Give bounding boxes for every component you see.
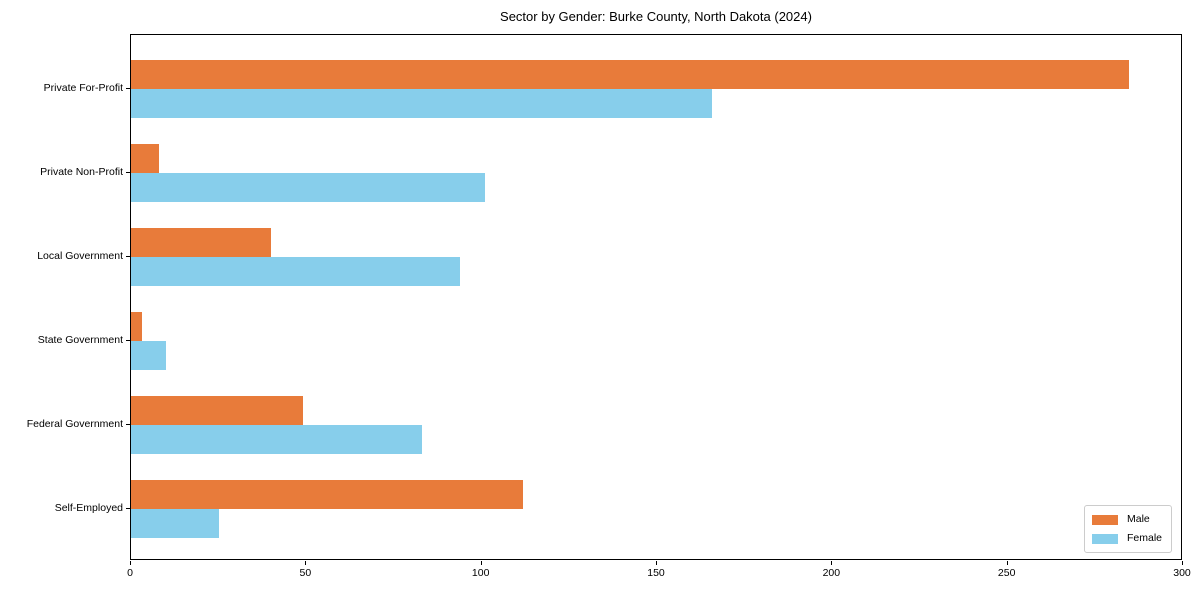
- legend-entry-male: Male: [1091, 512, 1162, 527]
- x-tick-mark: [305, 561, 307, 565]
- bar-female-5: [131, 509, 219, 538]
- bar-female-1: [131, 173, 485, 202]
- x-axis-tick-label: 250: [997, 567, 1016, 579]
- chart-title: Sector by Gender: Burke County, North Da…: [500, 9, 812, 24]
- x-axis-tick-label: 50: [299, 567, 312, 579]
- x-axis-tick-label: 300: [1173, 567, 1191, 579]
- legend-label: Female: [1126, 532, 1162, 544]
- y-tick-mark: [126, 256, 130, 257]
- legend-entry-female: Female: [1091, 531, 1162, 546]
- legend-label: Male: [1126, 513, 1150, 525]
- y-tick-mark: [126, 340, 130, 341]
- bar-male-0: [131, 60, 1129, 89]
- y-tick-mark: [126, 88, 130, 89]
- x-tick-mark: [1182, 561, 1183, 565]
- x-tick-mark: [130, 561, 131, 565]
- bar-male-3: [131, 312, 142, 341]
- y-axis-category-label: Self-Employed: [54, 502, 123, 514]
- bar-male-4: [131, 396, 303, 425]
- y-tick-mark: [126, 508, 130, 509]
- bar-female-0: [131, 89, 712, 118]
- legend: Male Female: [1083, 505, 1172, 553]
- x-tick-mark: [831, 561, 833, 565]
- bar-male-2: [131, 228, 271, 257]
- x-axis-tick-label: 0: [127, 567, 133, 579]
- y-axis-category-label: Local Government: [37, 250, 123, 262]
- bar-female-3: [131, 341, 166, 370]
- legend-swatch-male: [1091, 514, 1118, 525]
- y-tick-mark: [126, 424, 130, 425]
- x-axis-tick-label: 150: [647, 567, 665, 579]
- bar-female-4: [131, 425, 422, 454]
- y-axis-category-label: State Government: [37, 334, 123, 346]
- bar-male-1: [131, 144, 159, 173]
- plot-area: Male Female: [130, 34, 1182, 560]
- y-axis-category-label: Private Non-Profit: [40, 166, 123, 178]
- bar-male-5: [131, 480, 523, 509]
- y-axis-category-label: Federal Government: [26, 418, 123, 430]
- x-tick-mark: [656, 561, 657, 565]
- legend-swatch-female: [1091, 533, 1118, 544]
- y-tick-mark: [126, 172, 130, 173]
- x-tick-mark: [1006, 561, 1008, 565]
- x-axis-tick-label: 100: [471, 567, 490, 579]
- x-axis-tick-label: 200: [822, 567, 841, 579]
- x-tick-mark: [480, 561, 482, 565]
- bar-female-2: [131, 257, 460, 286]
- y-axis-category-label: Private For-Profit: [43, 82, 123, 94]
